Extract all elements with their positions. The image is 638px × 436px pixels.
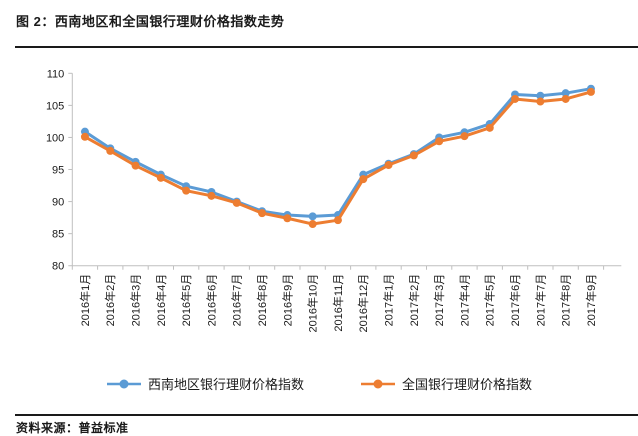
- legend-label-southwest: 西南地区银行理财价格指数: [147, 377, 304, 392]
- x-tick-label: 2016年4月: [154, 274, 168, 327]
- data-point-national: [485, 123, 494, 132]
- y-tick-label: 110: [47, 68, 65, 80]
- x-axis-labels: 2016年1月 2016年2月 2016年3月 2016年4月 2016年5月 2016年…: [78, 274, 598, 333]
- y-tick-label: 105: [46, 100, 64, 112]
- data-point-national: [308, 220, 317, 229]
- figure-title: 图 2：西南地区和全国银行理财价格指数走势: [16, 14, 285, 29]
- y-tick-label: 90: [52, 197, 64, 209]
- x-tick-label: 2017年2月: [407, 274, 421, 327]
- series-southwest: [80, 84, 595, 221]
- axes: 80 85 90 95 100 105 110: [46, 68, 622, 273]
- data-point-national: [80, 132, 89, 141]
- x-tick-label: 2017年7月: [533, 274, 547, 327]
- data-point-national: [182, 186, 191, 195]
- data-point-southwest: [536, 91, 545, 100]
- x-tick-label: 2016年8月: [255, 274, 269, 327]
- x-tick-label: 2016年11月: [331, 274, 345, 332]
- data-point-national: [207, 191, 216, 200]
- legend-item-southwest: 西南地区银行理财价格指数: [106, 374, 304, 393]
- data-point-national: [131, 161, 140, 170]
- x-tick-label: 2017年5月: [483, 274, 497, 327]
- y-tick-label: 95: [52, 165, 64, 177]
- line-marker-icon: [106, 379, 141, 388]
- x-tick-label: 2016年1月: [78, 274, 92, 327]
- data-point-national: [258, 209, 267, 218]
- data-point-national: [156, 173, 165, 182]
- y-tick-label: 80: [52, 261, 64, 273]
- x-tick-label: 2017年6月: [508, 274, 522, 327]
- title-divider: [15, 46, 638, 48]
- line-marker-icon: [361, 379, 395, 388]
- y-tick-label: 85: [52, 229, 64, 241]
- data-point-national: [106, 146, 115, 155]
- x-tick-label: 2016年5月: [179, 274, 193, 327]
- x-tick-label: 2017年8月: [559, 274, 573, 327]
- data-point-southwest: [561, 89, 570, 98]
- data-point-national: [561, 94, 570, 103]
- data-point-national: [536, 97, 545, 106]
- data-point-southwest: [308, 212, 317, 221]
- x-tick-label: 2016年10月: [306, 274, 320, 333]
- x-tick-label: 2016年9月: [280, 274, 294, 327]
- footer-divider: [15, 414, 638, 416]
- y-tick-label: 100: [46, 132, 64, 144]
- series-national: [80, 87, 595, 229]
- data-point-national: [333, 216, 342, 225]
- data-point-national: [232, 198, 241, 207]
- x-tick-label: 2016年2月: [103, 274, 117, 327]
- data-point-national: [511, 94, 520, 103]
- data-point-national: [359, 175, 368, 184]
- legend-label-national: 全国银行理财价格指数: [402, 377, 533, 392]
- data-point-national: [283, 214, 292, 223]
- data-point-national: [384, 161, 393, 170]
- x-tick-label: 2017年4月: [457, 274, 471, 327]
- x-tick-label: 2016年7月: [230, 274, 244, 327]
- x-tick-label: 2016年3月: [129, 274, 143, 327]
- legend-item-national: 全国银行理财价格指数: [360, 374, 532, 393]
- x-tick-label: 2017年3月: [432, 274, 446, 327]
- x-tick-label: 2017年1月: [382, 274, 396, 327]
- data-point-national: [586, 87, 595, 96]
- data-point-national: [435, 137, 444, 146]
- chart-legend: 西南地区银行理财价格指数 全国银行理财价格指数: [0, 374, 638, 393]
- data-point-national: [460, 132, 469, 141]
- data-source: 资料来源：普益标准: [16, 421, 129, 435]
- data-point-national: [409, 151, 418, 160]
- x-tick-label: 2016年12月: [356, 274, 370, 333]
- x-tick-label: 2016年6月: [204, 274, 218, 327]
- x-tick-label: 2017年9月: [584, 274, 598, 327]
